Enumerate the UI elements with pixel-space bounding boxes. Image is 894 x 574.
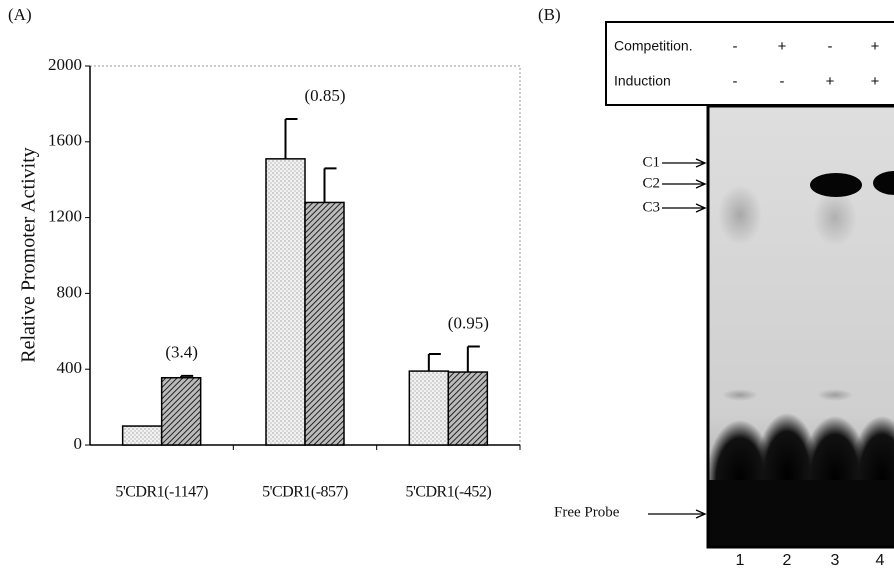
y-tick-label: 1600 — [48, 131, 82, 150]
band-label: C1 — [642, 154, 660, 170]
bar — [448, 372, 487, 445]
annotation: (0.95) — [448, 313, 489, 332]
header-label: Competition. — [614, 38, 693, 54]
band-label: C3 — [642, 199, 660, 215]
y-tick-label: 1200 — [48, 207, 82, 226]
x-tick-label: 5'CDR1(-452) — [405, 484, 491, 501]
gel-image — [706, 107, 894, 546]
header-label: Induction — [614, 73, 671, 89]
bar — [123, 426, 162, 445]
y-tick-label: 400 — [57, 358, 83, 377]
band-label: C2 — [642, 175, 660, 191]
bar — [266, 159, 305, 445]
header-sign: - — [828, 38, 833, 55]
band-arrow — [662, 180, 705, 188]
chart-a: 0 400 800 1200 1600 2000 5'CDR1(-1147) (3.4) 5'C… — [48, 55, 520, 501]
bar — [409, 371, 448, 445]
x-tick-label: 5'CDR1(-1147) — [115, 484, 208, 501]
band-arrow — [662, 159, 705, 167]
header-sign: - — [780, 73, 785, 90]
annotation: (3.4) — [165, 343, 198, 362]
lane-label: 1 — [736, 552, 745, 569]
header-sign: + — [778, 38, 787, 55]
free-probe-label: Free Probe — [554, 504, 620, 520]
error-bar — [468, 346, 480, 372]
y-tick-label: 0 — [74, 434, 83, 453]
bar — [305, 202, 344, 445]
error-bar — [286, 119, 298, 159]
lane-label: 2 — [783, 552, 792, 569]
y-tick-label: 2000 — [48, 55, 82, 74]
header-sign: + — [826, 73, 835, 90]
y-axis-label: Relative Promoter Activity — [18, 147, 40, 363]
panel-label: (B) — [538, 5, 561, 24]
lane-label: 4 — [876, 552, 885, 569]
header-sign: - — [733, 38, 738, 55]
header-sign: + — [871, 73, 880, 90]
annotation: (0.85) — [304, 86, 345, 105]
y-tick-label: 800 — [57, 282, 83, 301]
error-bar — [325, 168, 337, 202]
lane-label: 3 — [831, 552, 840, 569]
free-probe-arrow — [648, 510, 705, 518]
error-bar — [429, 354, 441, 371]
figure: (A) Relative Promoter Activity 040080012… — [0, 0, 894, 574]
band-arrow — [662, 204, 705, 212]
x-tick-label: 5'CDR1(-857) — [262, 484, 348, 501]
header-box — [606, 22, 894, 105]
bar — [162, 378, 201, 445]
panel-label: (A) — [8, 5, 32, 24]
header-sign: + — [871, 38, 880, 55]
header-sign: - — [733, 73, 738, 90]
